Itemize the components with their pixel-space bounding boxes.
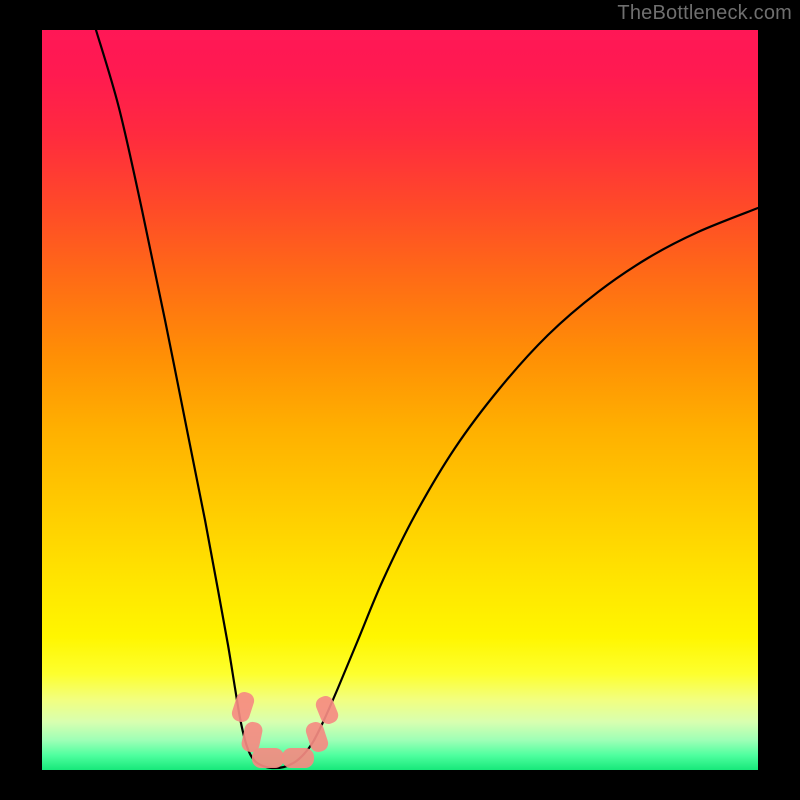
chart-stage: TheBottleneck.com: [0, 0, 800, 800]
marker-pill: [282, 748, 314, 768]
bottleneck-chart: [0, 0, 800, 800]
plot-background: [42, 30, 758, 770]
marker-pill: [252, 748, 284, 768]
